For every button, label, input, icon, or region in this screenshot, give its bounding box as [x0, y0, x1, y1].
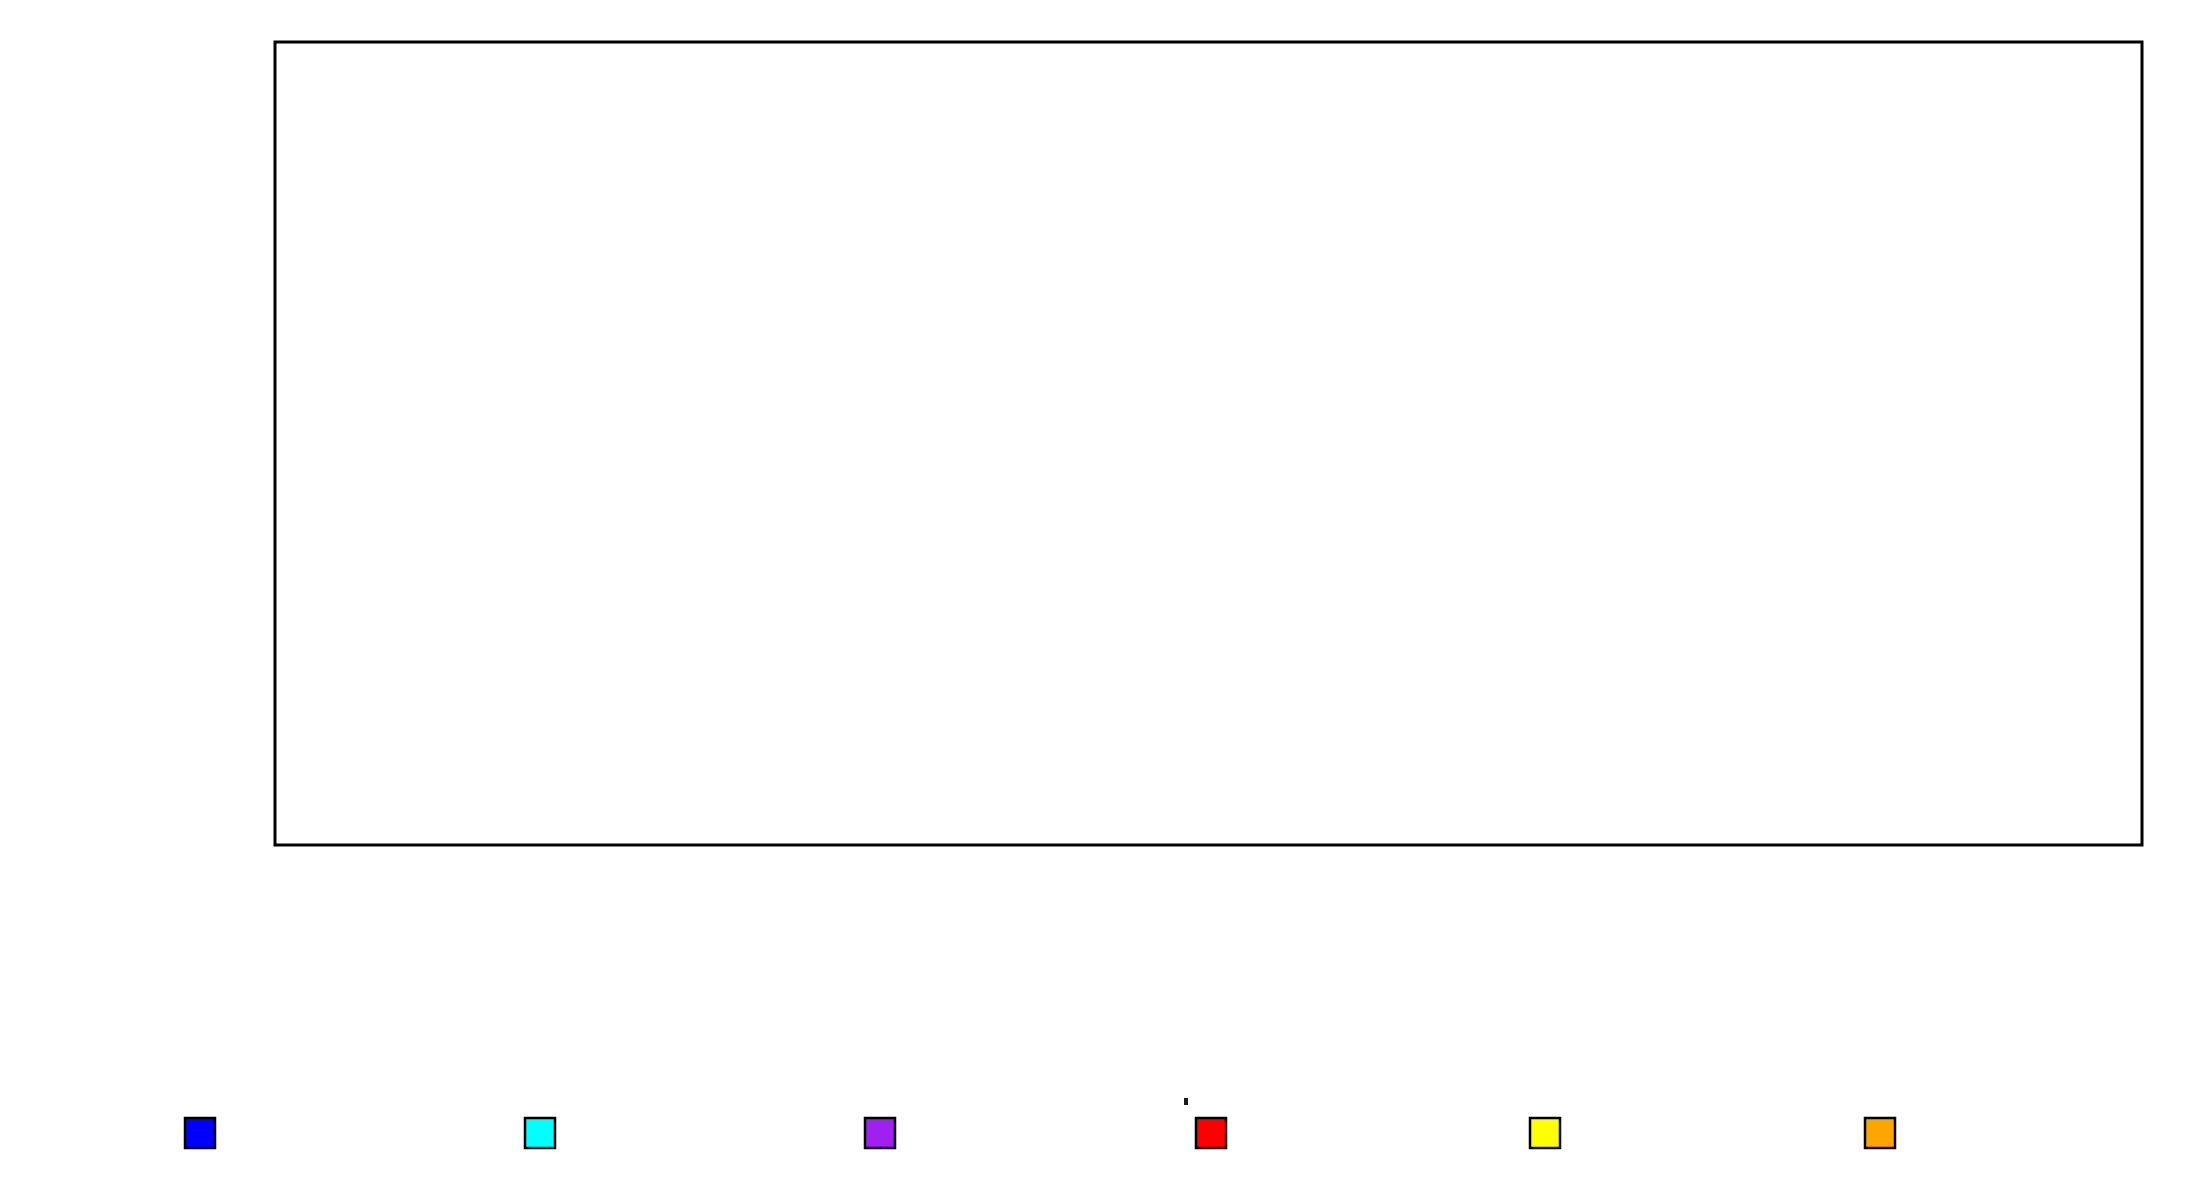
legend-swatch-unique-bottom: [863, 1116, 897, 1150]
legend-swatch-repeat-top: [1528, 1116, 1562, 1150]
legend: [183, 1116, 1897, 1150]
stray-dot: [1184, 1098, 1188, 1105]
legend-swatch-unique-total: [183, 1116, 217, 1150]
legend-swatch-repeat-total: [1194, 1116, 1228, 1150]
legend-swatch-unique-top: [523, 1116, 557, 1150]
plot-border: [273, 40, 2144, 847]
legend-swatch-repeat-bottom: [1863, 1116, 1897, 1150]
